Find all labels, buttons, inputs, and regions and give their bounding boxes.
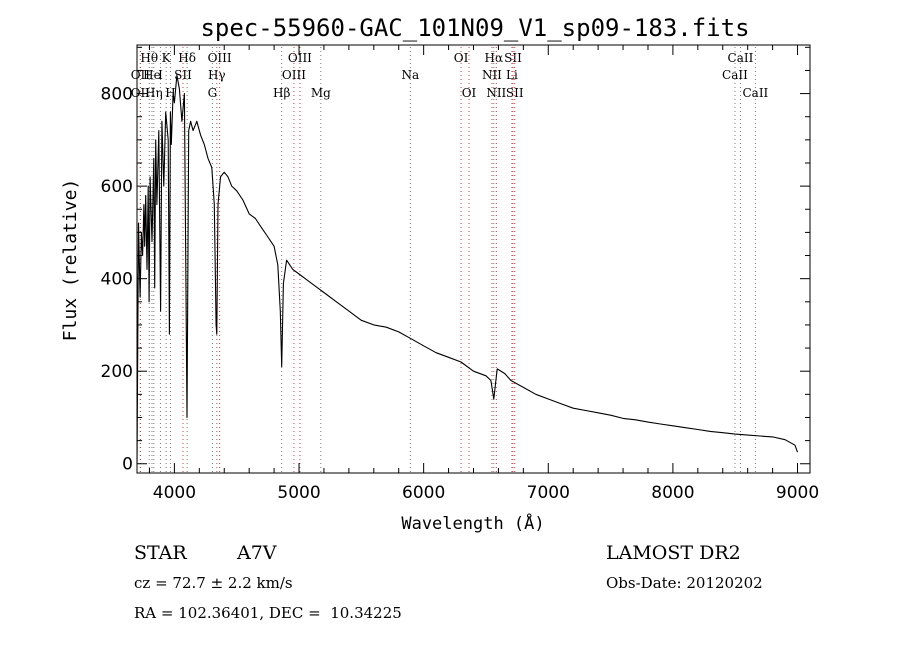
- plot-frame: [136, 44, 811, 474]
- line-label: OI: [462, 86, 477, 100]
- y-tick-label: 0: [122, 455, 133, 475]
- line-label: Hα: [485, 51, 504, 65]
- object-subclass: A7V: [237, 542, 277, 564]
- spectrum-line: [136, 74, 799, 464]
- line-label: Hη: [145, 86, 163, 100]
- x-tick-label: 8000: [651, 483, 694, 503]
- object-type: STAR: [134, 542, 187, 564]
- x-tick-label: 5000: [277, 483, 320, 503]
- line-label: OIII: [282, 68, 306, 82]
- redshift-velocity: cz = 72.7 ± 2.2 km/s: [134, 574, 293, 592]
- line-label: Hβ: [273, 86, 290, 100]
- line-label: K: [162, 51, 172, 65]
- line-label: Mg: [311, 86, 331, 100]
- line-label: SII: [174, 68, 192, 82]
- observation-date: Obs-Date: 20120202: [606, 574, 763, 592]
- line-label: CaII: [742, 86, 768, 100]
- y-tick-label: 200: [101, 362, 133, 382]
- line-label: NII: [486, 86, 506, 100]
- line-label: SII: [504, 51, 522, 65]
- chart-title: spec-55960-GAC_101N09_V1_sp09-183.fits: [200, 14, 749, 42]
- x-tick-label: 7000: [527, 483, 570, 503]
- line-label: NII: [482, 68, 502, 82]
- line-label: OII: [131, 86, 151, 100]
- line-label: SII: [506, 86, 524, 100]
- line-label: OIII: [288, 51, 312, 65]
- survey-name: LAMOST DR2: [606, 542, 741, 564]
- line-label: I: [158, 68, 163, 82]
- line-label: Na: [401, 68, 419, 82]
- x-tick-label: 4000: [153, 483, 196, 503]
- line-label: H: [165, 86, 175, 100]
- line-label: He: [143, 68, 161, 82]
- line-label: OIII: [208, 51, 232, 65]
- y-tick-label: 400: [101, 270, 133, 290]
- line-label: CaII: [728, 51, 754, 65]
- sky-coordinates: RA = 102.36401, DEC = 10.34225: [134, 604, 402, 622]
- line-label: OI: [454, 51, 469, 65]
- line-label: Hδ: [178, 51, 196, 65]
- line-label: Hθ: [140, 51, 158, 65]
- y-tick-label: 800: [101, 85, 133, 105]
- y-axis-label: Flux (relative): [60, 179, 81, 342]
- x-tick-label: 6000: [402, 483, 445, 503]
- line-label: Li: [506, 68, 518, 82]
- line-label: CaII: [722, 68, 748, 82]
- x-tick-label: 9000: [776, 483, 819, 503]
- line-label: Hγ: [208, 68, 226, 82]
- x-axis-label: Wavelength (Å): [401, 512, 544, 534]
- line-label: G: [208, 86, 218, 100]
- y-tick-label: 600: [101, 177, 133, 197]
